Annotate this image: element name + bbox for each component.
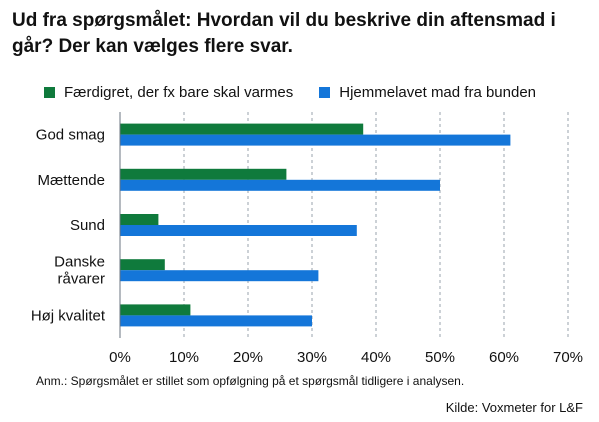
chart-note: Anm.: Spørgsmålet er stillet som opfølgn… (36, 374, 465, 388)
bar (120, 168, 287, 180)
legend-label-hjemmelavet: Hjemmelavet mad fra bunden (339, 83, 537, 101)
bar (120, 214, 159, 225)
x-tick-label: 50% (425, 349, 455, 366)
x-tick-label: 70% (553, 349, 583, 366)
y-category-label: Danske råvarer (54, 254, 105, 288)
y-category-label: Høj kvalitet (31, 307, 106, 324)
bar (120, 179, 440, 191)
bar (120, 123, 364, 135)
bar (120, 259, 165, 271)
legend-item-faerdigret: Færdigret, der fx bare skal varmes (44, 84, 293, 101)
legend: Færdigret, der fx bare skal varmes Hjemm… (44, 83, 562, 101)
x-tick-label: 20% (233, 349, 263, 366)
y-category-label: Mættende (37, 172, 105, 189)
x-tick-label: 60% (489, 349, 519, 366)
y-category-label: Sund (70, 217, 105, 234)
legend-swatch-hjemmelavet (319, 86, 331, 98)
legend-swatch-faerdigret (44, 86, 55, 98)
y-category-label: God smag (36, 127, 105, 144)
bar (120, 225, 357, 236)
bar (120, 134, 511, 146)
bar (120, 315, 312, 327)
x-tick-label: 10% (169, 349, 199, 366)
legend-label-faerdigret: Færdigret, der fx bare skal varmes (64, 83, 294, 101)
bar (120, 304, 191, 316)
chart-source: Kilde: Voxmeter for L&F (445, 400, 583, 415)
bar (120, 270, 319, 282)
chart-title: Ud fra spørgsmålet: Hvordan vil du beskr… (12, 10, 556, 57)
x-tick-label: 30% (297, 349, 327, 366)
x-tick-label: 0% (109, 349, 131, 366)
legend-item-hjemmelavet: Hjemmelavet mad fra bunden (319, 84, 536, 101)
x-tick-label: 40% (361, 349, 391, 366)
